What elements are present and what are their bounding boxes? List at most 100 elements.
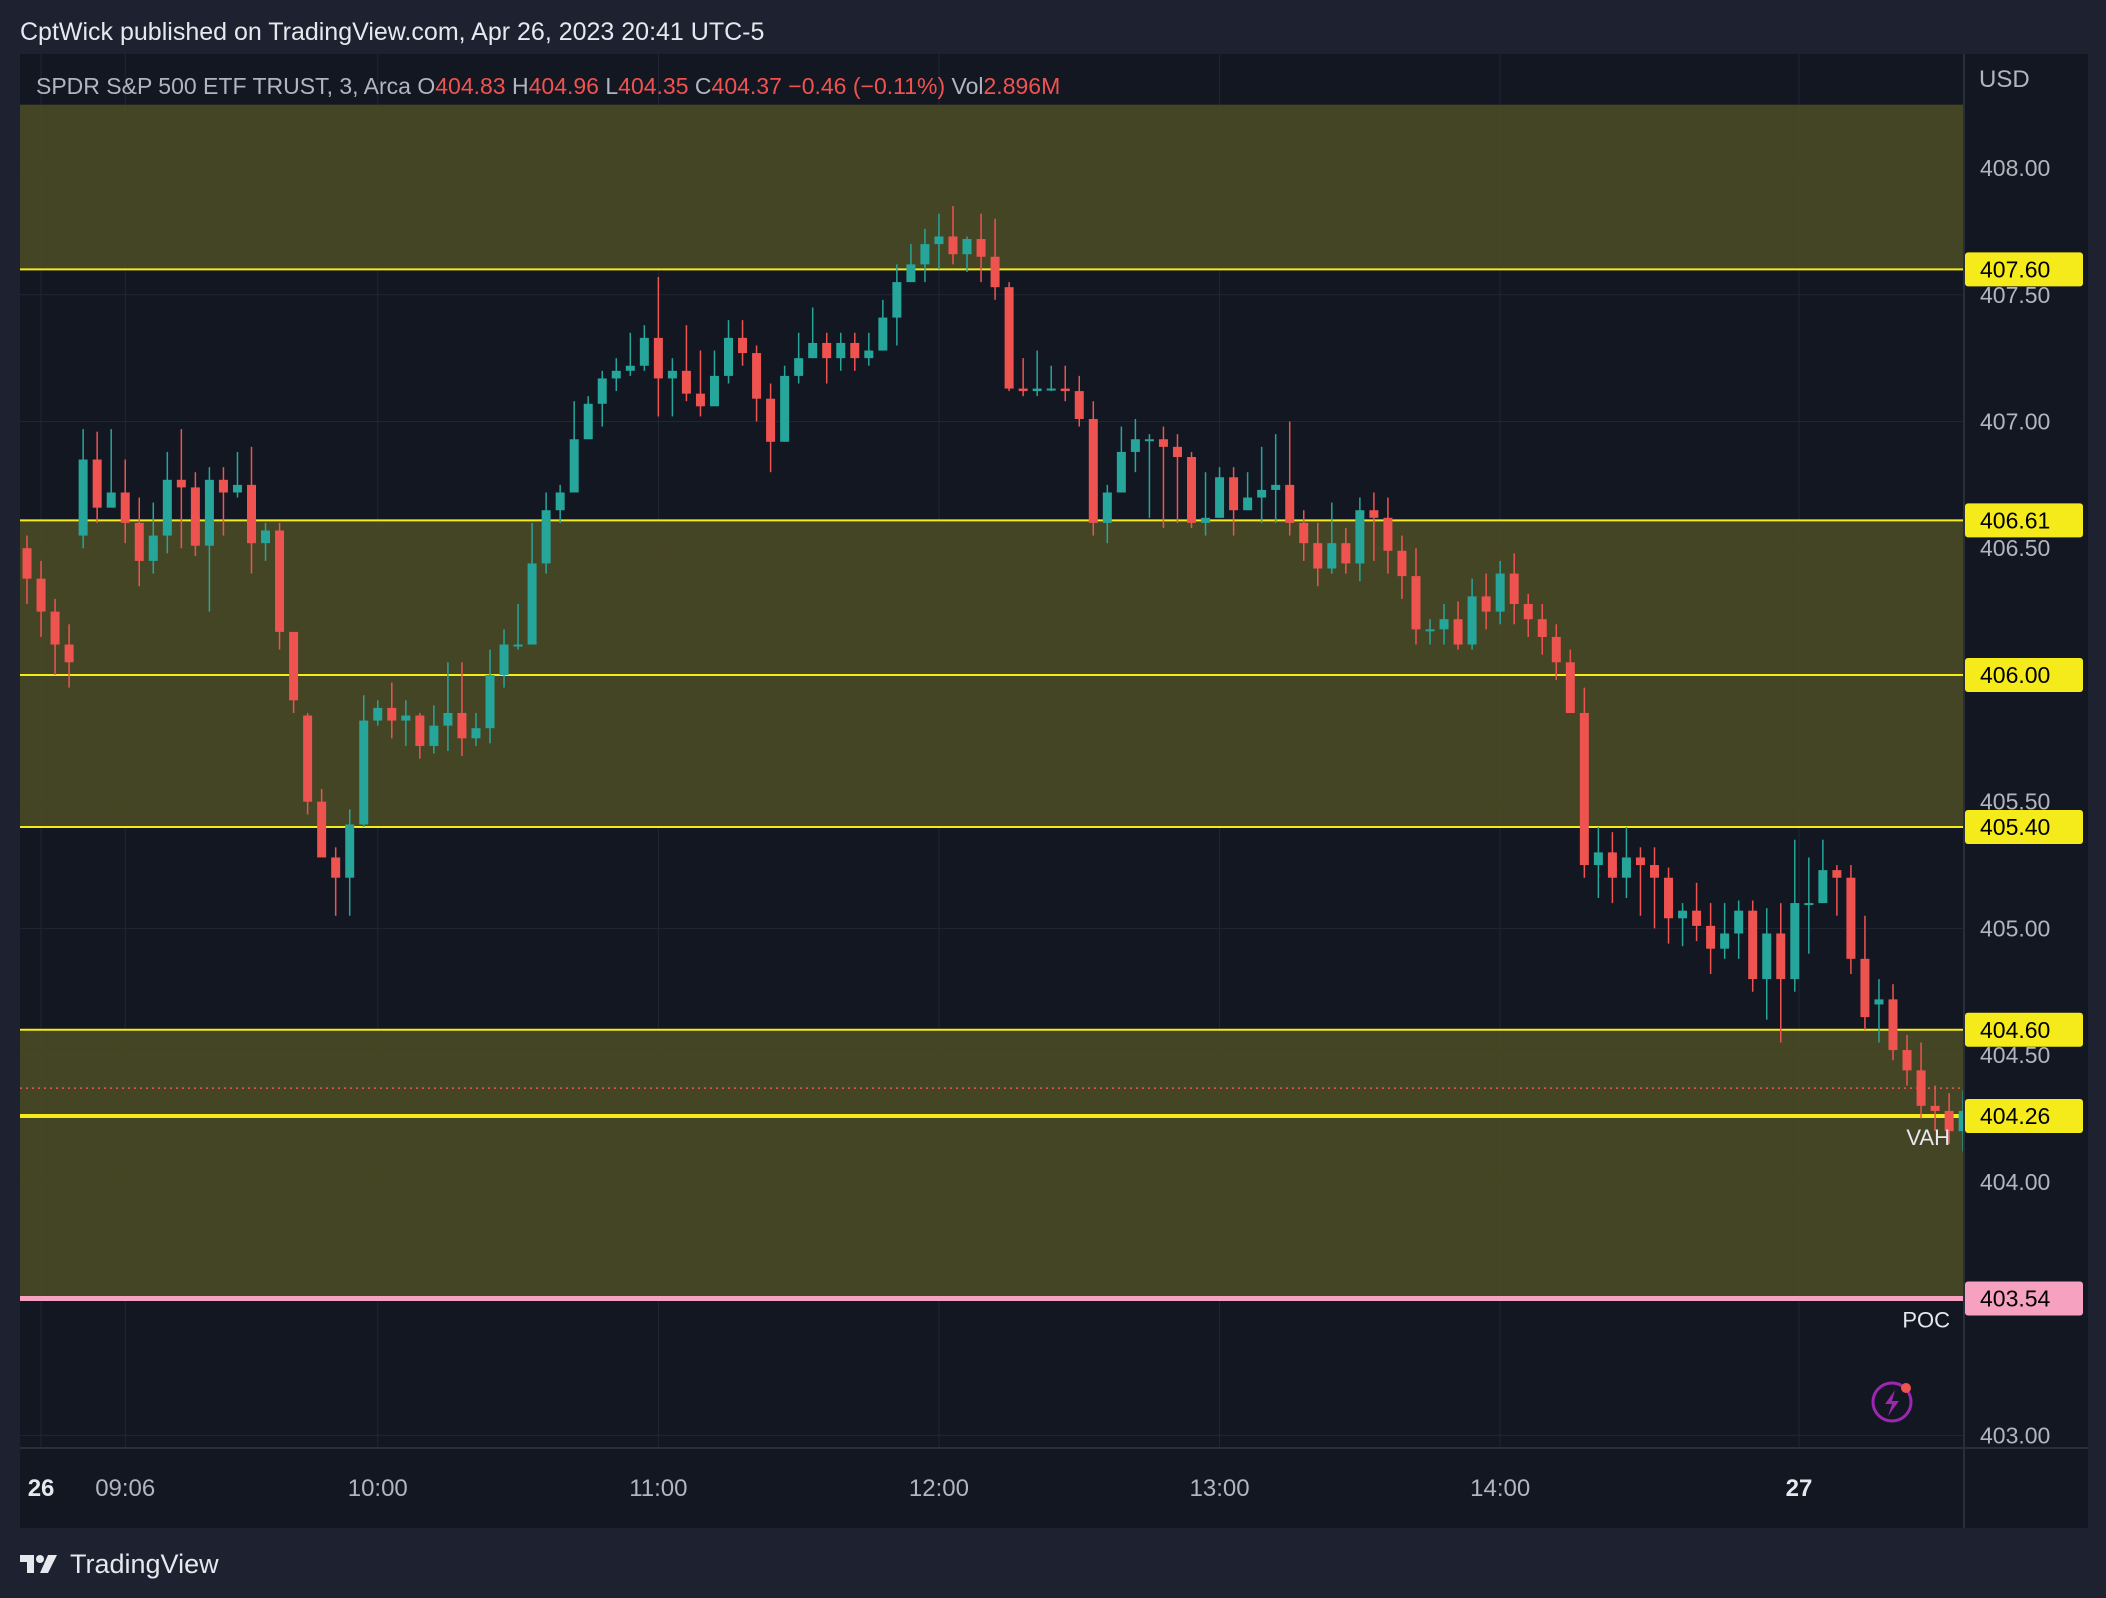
candle: [906, 244, 916, 283]
candle: [1874, 979, 1884, 1043]
candle: [162, 451, 172, 554]
candle: [836, 332, 846, 371]
candle: [1734, 900, 1744, 959]
candle: [78, 429, 88, 549]
candle: [892, 264, 902, 346]
price-zone: [20, 520, 1964, 675]
candle: [1425, 619, 1435, 645]
candle: [766, 383, 776, 473]
candle-body: [724, 337, 734, 376]
lightning-icon-ring: [1871, 1381, 1913, 1423]
candle-body: [275, 530, 285, 632]
candle: [780, 365, 790, 442]
candle: [1285, 421, 1295, 536]
candle-body: [36, 578, 46, 612]
candle-body: [948, 236, 958, 255]
time-tick-label: 10:00: [348, 1475, 408, 1502]
candle-body: [1649, 865, 1659, 878]
candles: [22, 206, 2106, 1170]
candle: [415, 712, 425, 759]
candle: [1678, 903, 1688, 947]
candle: [569, 401, 579, 493]
candle-body: [204, 479, 214, 546]
candle-body: [1916, 1070, 1926, 1106]
candle-body: [1271, 484, 1281, 490]
candle: [1495, 560, 1505, 625]
candle-body: [64, 644, 74, 663]
candle: [1187, 451, 1197, 528]
level-price-label: 406.00: [1980, 662, 2050, 688]
candle-body: [611, 370, 621, 379]
candle-body: [1762, 933, 1772, 980]
candle-body: [387, 707, 397, 721]
candle: [611, 358, 621, 392]
candle-body: [1453, 619, 1463, 645]
candle: [303, 712, 313, 815]
candle: [653, 277, 663, 417]
price-zone: [20, 1029, 1964, 1116]
candle-body: [738, 337, 748, 354]
candle: [120, 459, 130, 544]
price-tick-label: 403.00: [1980, 1422, 2050, 1448]
candle-body: [345, 824, 355, 878]
candle: [499, 629, 509, 688]
level-price-tag: [1965, 810, 2083, 845]
candle-body: [864, 350, 874, 359]
candle-body: [1439, 619, 1449, 630]
candle: [1692, 882, 1702, 942]
candle-body: [1846, 877, 1856, 959]
candle-body: [429, 725, 439, 746]
legend-part: 404.37: [712, 73, 789, 99]
candle-body: [1313, 543, 1323, 569]
price-tick-label: 406.50: [1980, 535, 2050, 561]
candle-body: [920, 244, 930, 265]
legend-part: 404.96: [529, 73, 606, 99]
candle-body: [752, 353, 762, 399]
candle: [822, 332, 832, 384]
candle: [1762, 908, 1772, 1020]
candle-body: [373, 707, 383, 721]
candle: [1776, 903, 1786, 1043]
time-tick-label: 12:00: [909, 1475, 969, 1502]
level-price-label: 404.60: [1980, 1017, 2050, 1043]
candle-body: [667, 370, 677, 379]
level-price-tag: [1965, 1012, 2083, 1047]
candle-body: [836, 342, 846, 359]
candle: [513, 603, 523, 650]
candle: [1018, 358, 1028, 397]
level-price-tag: [1965, 657, 2083, 692]
candle-body: [120, 492, 130, 523]
candle: [1804, 857, 1814, 954]
candle-body: [1818, 870, 1828, 904]
level-price-tag: [1965, 1098, 2083, 1133]
level-price-label: 404.26: [1980, 1103, 2050, 1129]
level-price-tag: [1965, 1281, 2083, 1316]
candle-body: [1215, 477, 1225, 518]
candle-body: [317, 801, 327, 858]
candle-body: [822, 342, 832, 359]
candlestick-chart[interactable]: USD408.00407.50407.00406.50405.50405.004…: [20, 54, 2106, 1529]
level-price-label: 406.61: [1980, 507, 2050, 533]
candle-body: [1832, 870, 1842, 878]
candle: [204, 467, 214, 612]
chart-area[interactable]: USD 408.00 407.50 407.00 406.50 405.50 405.00 4…: [20, 54, 2106, 1529]
candle-body: [1664, 877, 1674, 919]
candle: [864, 332, 874, 366]
candle-body: [1201, 517, 1211, 523]
candle: [1116, 426, 1126, 493]
candle-body: [1130, 439, 1140, 452]
candle-body: [1874, 999, 1884, 1005]
candle-body: [359, 720, 369, 825]
candle: [1201, 472, 1211, 536]
candle-body: [709, 375, 719, 407]
candle: [1832, 865, 1842, 916]
candle: [1411, 548, 1421, 645]
candle: [1818, 839, 1828, 904]
candle-body: [1187, 456, 1197, 523]
legend-part: Vol: [952, 73, 984, 99]
candle: [1593, 827, 1603, 899]
candle-body: [261, 530, 271, 544]
lightning-icon[interactable]: [1871, 1381, 1913, 1423]
candle: [1635, 847, 1645, 916]
candle: [976, 213, 986, 283]
